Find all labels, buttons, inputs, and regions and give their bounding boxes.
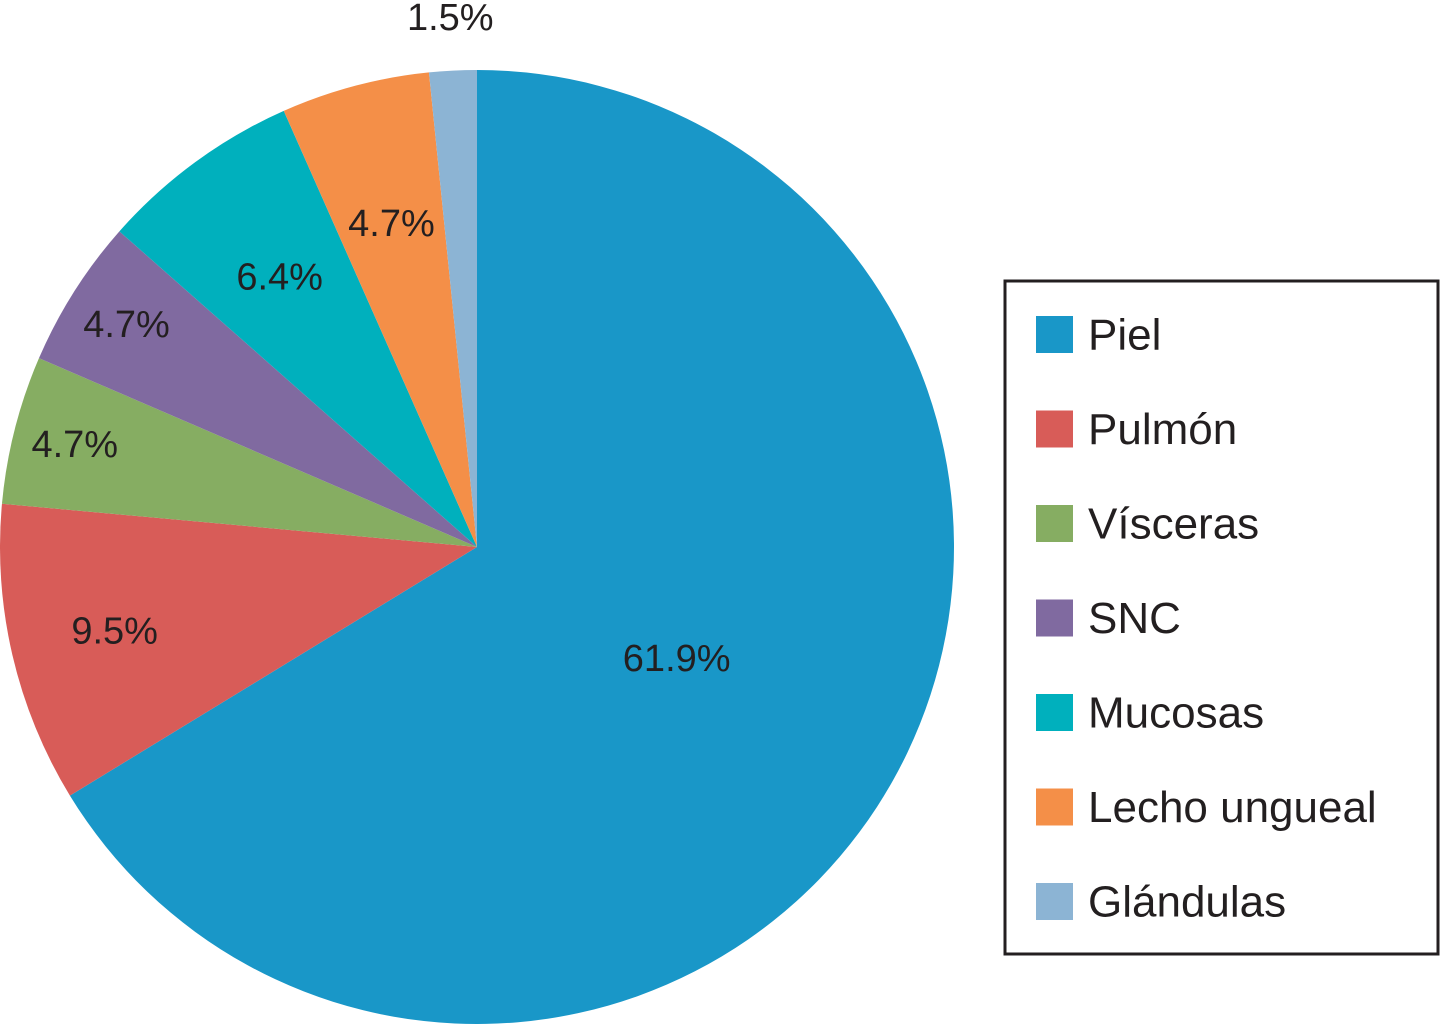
legend-swatch [1036,505,1073,542]
pie-slice-lecho-ungueal [283,72,477,548]
pie-slice-mucosas [119,110,478,547]
pie-slice-labels: 61.9% 9.5% 4.7% 4.7% 6.4% 4.7% 1.5% [31,0,730,680]
legend-swatch [1036,316,1073,353]
legend-label: Glándulas [1088,878,1286,927]
legend-label: Pulmón [1088,405,1237,454]
legend-swatch [1036,410,1073,448]
legend-label: SNC [1088,594,1181,643]
slice-value-label: 4.7% [83,304,170,346]
slice-value-label: 4.7% [31,424,118,466]
legend-swatch [1036,788,1073,826]
legend-swatch [1036,883,1073,920]
slice-value-label: 1.5% [407,0,494,39]
pie-slice-vísceras [1,358,477,547]
pie-slice-glándulas [428,70,477,547]
pie-slice-snc [38,231,477,548]
slice-value-label: 4.7% [348,203,435,245]
legend-swatch [1036,599,1073,637]
slice-value-label: 9.5% [71,610,158,652]
pie-slices [0,70,954,1024]
pie-slice-piel [69,70,954,1024]
legend-label: Piel [1088,311,1161,360]
legend-items: Piel Pulmón Vísceras SNC Mucosas Lecho unguea… [1036,311,1377,927]
legend-label: Lecho ungueal [1088,783,1377,832]
slice-value-label: 6.4% [236,257,323,299]
legend-label: Vísceras [1088,500,1259,549]
legend: Piel Pulmón Vísceras SNC Mucosas Lecho unguea… [1003,279,1440,956]
pie-slice-pulmón [0,503,477,796]
legend-label: Mucosas [1088,689,1264,738]
legend-swatch [1036,694,1073,731]
legend-frame [1003,279,1440,956]
slice-value-label: 61.9% [623,638,731,680]
